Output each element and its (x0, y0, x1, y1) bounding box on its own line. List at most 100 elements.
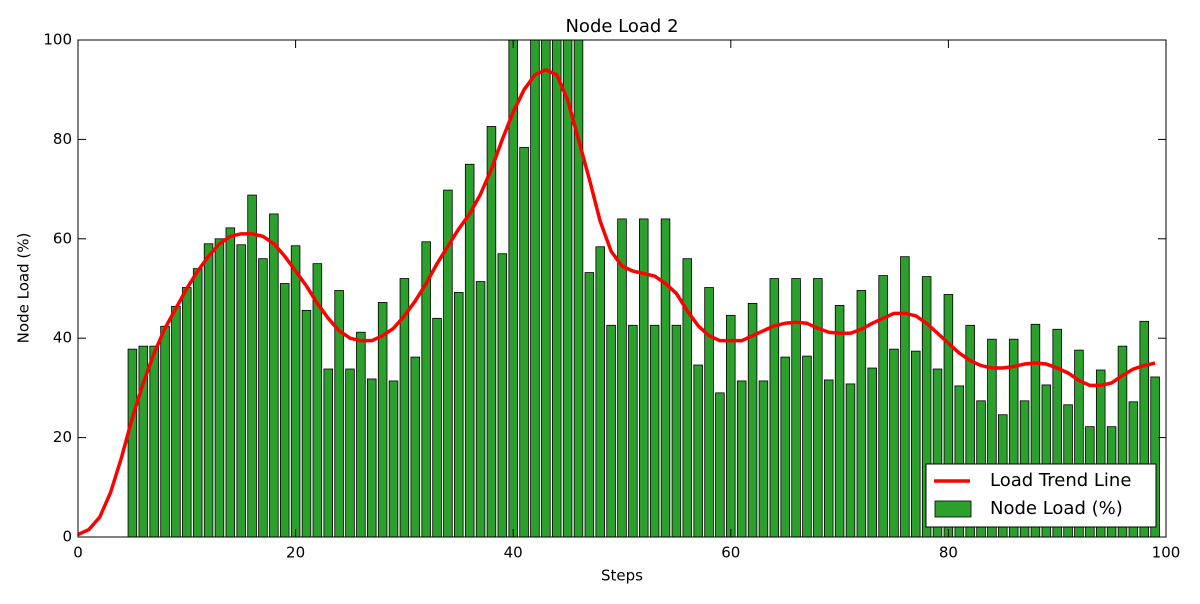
bar (1052, 328, 1062, 537)
bar (454, 292, 464, 537)
bar (138, 345, 149, 537)
legend-patch (934, 500, 972, 518)
bar (584, 272, 595, 537)
bar (1030, 323, 1041, 537)
plot-frame (77, 39, 1167, 538)
bar (1117, 345, 1128, 537)
y-tick-label: 40 (53, 329, 72, 347)
bar (693, 364, 703, 537)
bar (802, 355, 812, 537)
bar (878, 275, 888, 537)
bar (747, 303, 758, 537)
bar (813, 278, 823, 537)
bar (530, 40, 540, 537)
bar (312, 263, 323, 537)
bar (399, 278, 410, 537)
bar (900, 256, 910, 537)
bar (726, 314, 736, 537)
bar (660, 218, 671, 537)
bar (1095, 369, 1106, 537)
bar (595, 246, 605, 537)
bar (682, 258, 693, 537)
bar (606, 324, 616, 537)
bar (171, 305, 181, 537)
bar (573, 40, 584, 537)
bar (432, 317, 442, 537)
bar (649, 324, 660, 537)
x-tick-label: 20 (286, 544, 305, 562)
x-tick-label: 40 (504, 544, 523, 562)
bar (671, 324, 682, 537)
bar (823, 379, 834, 537)
bar (225, 227, 236, 537)
bar (987, 338, 997, 537)
bar (269, 213, 279, 537)
x-axis-label: Steps (601, 567, 643, 585)
bar (410, 356, 421, 537)
trend-line (78, 68, 1156, 537)
bar (1150, 376, 1160, 537)
bar (867, 367, 877, 537)
bar (758, 380, 769, 537)
bar (334, 290, 344, 537)
bar (965, 324, 975, 537)
bar (464, 163, 475, 537)
bar (736, 380, 747, 537)
bar (1041, 384, 1052, 537)
bar (639, 218, 649, 537)
bar (475, 281, 486, 537)
bar (192, 268, 203, 537)
bar (562, 40, 573, 537)
bar (323, 368, 333, 537)
bar (388, 380, 399, 537)
y-tick-label: 80 (53, 130, 72, 148)
bar (889, 348, 899, 537)
bar (704, 287, 714, 537)
bar (182, 287, 192, 537)
bar (834, 304, 845, 537)
bar (345, 368, 355, 537)
legend-label: Node Load (%) (990, 498, 1123, 519)
y-tick-label: 0 (62, 528, 72, 546)
bar (780, 356, 790, 537)
x-tick-label: 80 (939, 544, 958, 562)
legend-label: Load Trend Line (990, 470, 1131, 491)
bar (921, 276, 932, 537)
bar (845, 383, 856, 537)
bar (356, 331, 366, 537)
bar (160, 325, 170, 537)
bar (519, 146, 529, 537)
bar (715, 392, 725, 537)
bar (486, 126, 497, 537)
bar (1139, 320, 1149, 537)
bar (247, 194, 257, 537)
bar (551, 40, 562, 537)
bar (236, 244, 246, 537)
bar (508, 40, 518, 537)
bar (443, 189, 453, 537)
bar (203, 243, 214, 537)
bar (769, 278, 780, 537)
y-tick-label: 100 (43, 31, 72, 49)
bar (279, 283, 290, 537)
bar (1008, 338, 1019, 537)
bar (290, 245, 301, 537)
plot-area (78, 40, 1160, 537)
bar (497, 253, 508, 537)
bar (149, 345, 159, 537)
y-axis-label: Node Load (%) (15, 233, 33, 344)
bar (911, 350, 921, 537)
bar (258, 258, 268, 537)
chart-title: Node Load 2 (565, 16, 678, 37)
y-tick-label: 20 (53, 428, 72, 446)
x-tick-label: 60 (721, 544, 740, 562)
bar (301, 309, 312, 537)
x-tick-label: 100 (1152, 544, 1181, 562)
bar (367, 378, 377, 537)
bar (856, 290, 867, 537)
bar (541, 40, 551, 537)
bar (791, 278, 801, 537)
x-tick-label: 0 (73, 544, 83, 562)
bar (932, 368, 943, 537)
